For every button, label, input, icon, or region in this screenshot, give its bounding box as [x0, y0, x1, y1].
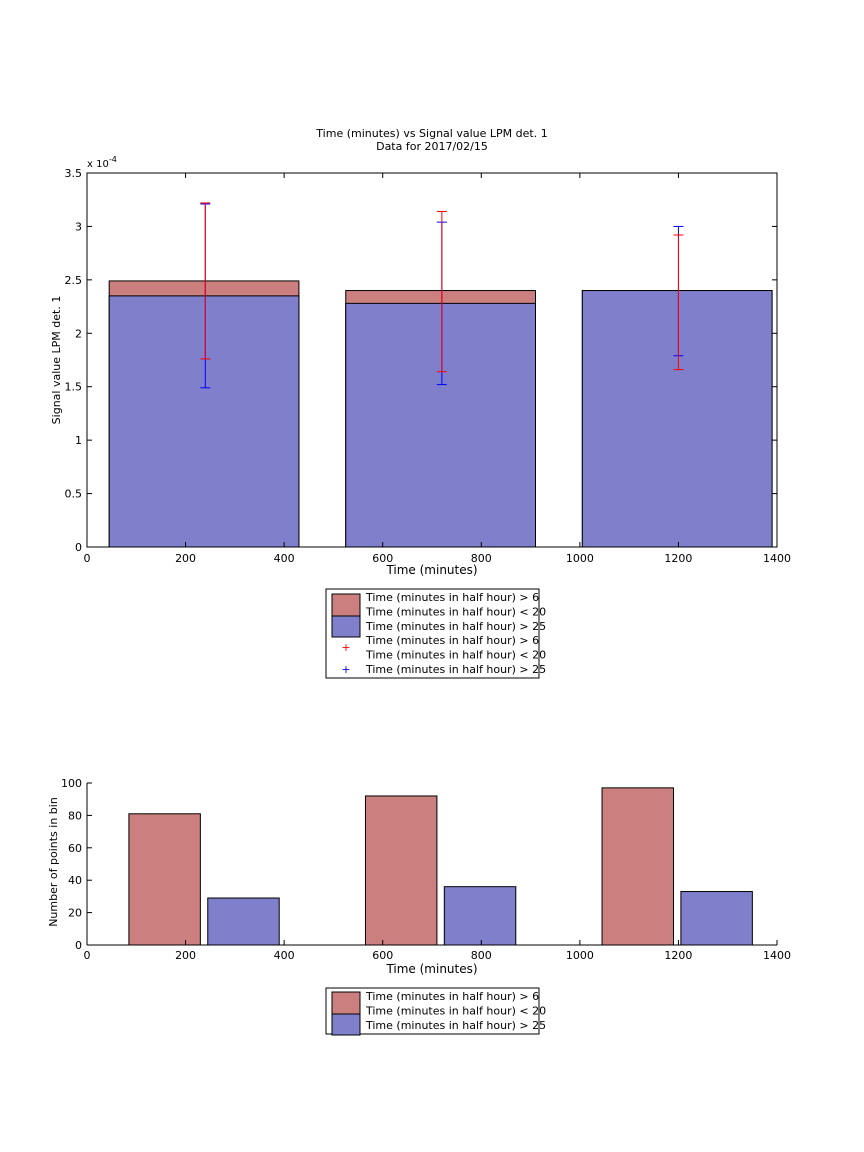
x-tick-label: 400 — [274, 552, 295, 565]
chart2-bars — [128, 787, 753, 946]
x-tick-label: 200 — [175, 552, 196, 565]
y-tick-label: 1 — [75, 434, 82, 447]
chart1-errorbars — [200, 202, 684, 389]
bar-red-0 — [128, 813, 201, 946]
chart1-y-exponent: x 10-4 — [87, 155, 117, 170]
legend-marker-red: + — [341, 641, 350, 654]
y-tick-label: 0 — [75, 939, 82, 952]
y-tick-label: 1.5 — [65, 381, 83, 394]
x-tick-label: 1400 — [763, 949, 791, 962]
bar-red-2 — [364, 795, 438, 946]
chart1-subtitle: Data for 2017/02/15 — [376, 140, 488, 153]
bar-blue-1 — [207, 897, 280, 946]
chart1-title: Time (minutes) vs Signal value LPM det. … — [315, 127, 547, 140]
y-tick-label: 0 — [75, 541, 82, 554]
legend-label: Time (minutes in half hour) < 20 — [365, 1004, 546, 1017]
chart1-bars — [108, 280, 773, 548]
chart2-ylabel: Number of points in bin — [47, 797, 60, 927]
y-tick-label: 40 — [68, 874, 82, 887]
bar-blue-5 — [680, 891, 753, 946]
y-tick-label: 2.5 — [65, 274, 83, 287]
legend-label: Time (minutes in half hour) > 25 — [365, 620, 546, 633]
bar-blue-3 — [443, 886, 517, 946]
y-tick-label: 3.5 — [65, 167, 83, 180]
chart2-ticks: 0 200 400 600 800 1000 1200 1400 0 20 40 60 80 100 — [61, 777, 791, 962]
chart1-xlabel: Time (minutes) — [385, 563, 477, 577]
bar-blue-2 — [581, 290, 773, 548]
count-chart: 0 200 400 600 800 1000 1200 1400 0 20 40 60 80 100 Ti… — [47, 777, 791, 1036]
x-tick-label: 1200 — [664, 552, 692, 565]
legend-label: Time (minutes in half hour) > 25 — [365, 663, 546, 676]
legend-label: Time (minutes in half hour) > 6 — [365, 634, 539, 647]
x-tick-label: 0 — [84, 552, 91, 565]
x-tick-label: 600 — [372, 552, 393, 565]
bar-blue-1 — [345, 302, 536, 548]
x-tick-label: 200 — [175, 949, 196, 962]
bar-red-4 — [601, 787, 674, 946]
y-exponent-power: -4 — [109, 155, 117, 164]
chart1-ticks: 0 200 400 600 800 1000 1200 1400 0 0.5 1 1.5 2 2.5 3 3.… — [65, 167, 792, 565]
legend-swatch-blue — [331, 615, 361, 638]
x-tick-label: 1000 — [566, 949, 594, 962]
x-tick-label: 800 — [471, 949, 492, 962]
legend-box — [325, 588, 540, 679]
y-tick-label: 20 — [68, 907, 82, 920]
y-tick-label: 80 — [68, 809, 82, 822]
legend-label: Time (minutes in half hour) < 20 — [365, 605, 546, 618]
x-tick-label: 400 — [274, 949, 295, 962]
legend-label: Time (minutes in half hour) < 20 — [365, 649, 546, 662]
bar-blue-0 — [108, 295, 300, 548]
chart2-xlabel: Time (minutes) — [385, 962, 477, 976]
legend-swatch-red — [331, 991, 361, 1015]
y-exponent-base: x 10 — [87, 159, 109, 170]
chart1-ylabel: Signal value LPM det. 1 — [50, 296, 63, 425]
y-tick-label: 60 — [68, 842, 82, 855]
y-tick-label: 0.5 — [65, 488, 83, 501]
y-tick-label: 3 — [75, 220, 82, 233]
x-tick-label: 0 — [84, 949, 91, 962]
legend-swatch-red — [331, 593, 361, 617]
legend-swatch-blue — [331, 1013, 361, 1036]
legend-label: Time (minutes in half hour) > 25 — [365, 1019, 546, 1032]
legend-label: Time (minutes in half hour) > 6 — [365, 990, 539, 1003]
y-tick-label: 2 — [75, 327, 82, 340]
legend-box — [325, 987, 540, 1035]
x-tick-label: 1200 — [664, 949, 692, 962]
chart1-axes-box — [86, 172, 778, 548]
y-tick-label: 100 — [61, 777, 82, 790]
x-tick-label: 1000 — [566, 552, 594, 565]
legend-label: Time (minutes in half hour) > 6 — [365, 591, 539, 604]
x-tick-label: 600 — [372, 949, 393, 962]
x-tick-label: 1400 — [763, 552, 791, 565]
legend-marker-blue: + — [341, 663, 350, 676]
x-tick-label: 800 — [471, 552, 492, 565]
signal-chart: Time (minutes) vs Signal value LPM det. … — [50, 127, 792, 679]
